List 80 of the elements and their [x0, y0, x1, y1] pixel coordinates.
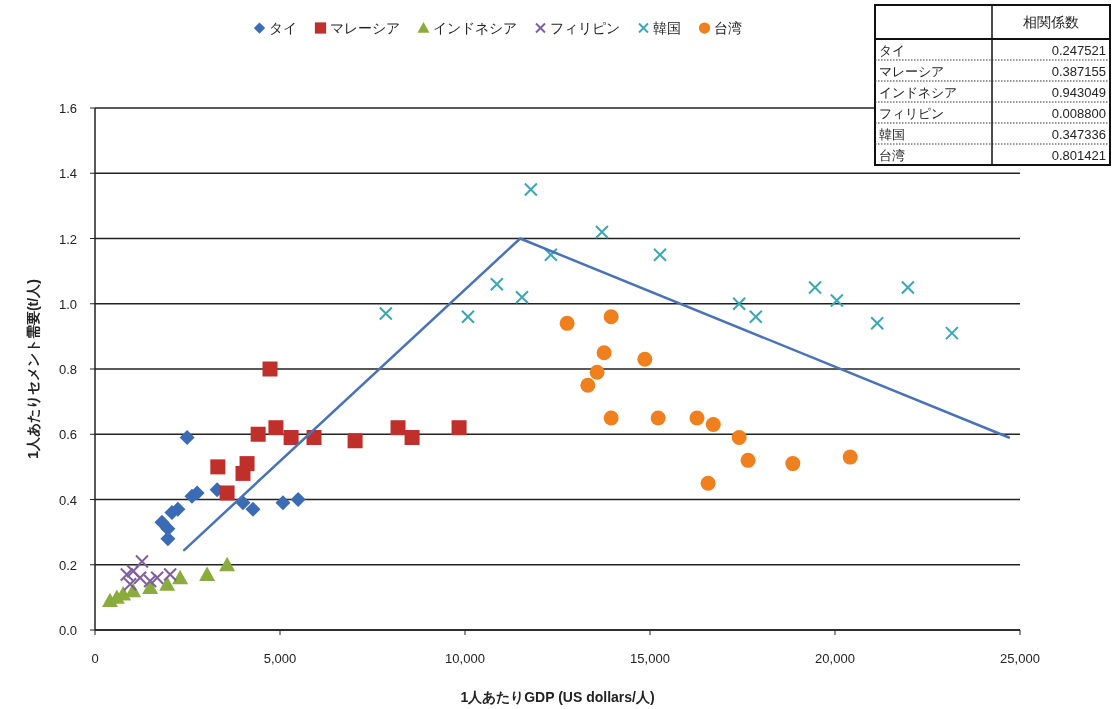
point [603, 410, 619, 426]
point [210, 459, 226, 475]
point [596, 345, 612, 361]
point [829, 293, 844, 308]
point [637, 351, 653, 367]
point [700, 475, 716, 491]
y-tick-label: 1.4 [58, 166, 77, 182]
point [748, 309, 763, 324]
point [275, 495, 291, 511]
y-tick-label: 1.6 [58, 101, 77, 116]
point [390, 420, 406, 436]
x-tick-label: 15,000 [630, 651, 670, 666]
point [290, 492, 306, 507]
point [159, 576, 176, 591]
table: 相関係数 タイ 0.247521 マレーシア 0.387155 インドネシア 0.943049 フィリピン 0.008800 韓国 0.347336 台湾 0.801421 [874, 4, 1111, 166]
point [160, 531, 176, 547]
legend-label: マレーシア [329, 20, 400, 36]
point [689, 410, 705, 426]
point [652, 247, 667, 262]
x-tick-label: 25,000 [1000, 651, 1040, 666]
point [347, 433, 363, 449]
point [589, 364, 605, 380]
point [900, 280, 915, 295]
x-tick-label: 20,000 [815, 651, 855, 666]
point [268, 420, 284, 436]
point [283, 430, 299, 446]
point [594, 224, 609, 239]
x-axis-title: 1人あたりGDP (US dollars/人) [460, 689, 655, 705]
point [262, 361, 278, 377]
y-tick-label: 0.2 [58, 557, 77, 573]
legend-label: フィリピン [549, 20, 620, 36]
point [944, 326, 959, 341]
point [219, 556, 236, 572]
x-tick-label: 10,000 [445, 651, 485, 666]
point [543, 247, 558, 262]
point [378, 306, 393, 321]
point [219, 485, 235, 501]
point [179, 430, 195, 446]
point [172, 569, 189, 585]
point [126, 564, 141, 579]
point [235, 465, 251, 481]
y-tick-label: 0.6 [58, 427, 77, 443]
annotation: 韓国 [879, 127, 905, 142]
point [514, 290, 529, 305]
point [250, 426, 266, 442]
point [245, 501, 261, 517]
point [785, 456, 801, 472]
y-axis-title: 1人あたりセメント需要(t/人) [25, 279, 41, 459]
legend-label: 韓国 [652, 20, 681, 36]
point [705, 416, 721, 432]
point [808, 280, 823, 295]
legend-label: インドネシア [432, 20, 517, 36]
annotation: フィリピン [879, 106, 944, 121]
point [123, 577, 138, 592]
y-tick-label: 0.8 [58, 362, 77, 377]
point [523, 182, 538, 197]
point [580, 377, 596, 393]
point [404, 430, 420, 446]
point [842, 449, 858, 465]
legend-label: タイ [268, 20, 297, 36]
point [134, 554, 149, 569]
y-tick-label: 1.0 [58, 296, 77, 312]
point [460, 309, 475, 324]
point [731, 430, 747, 446]
point [740, 452, 756, 468]
point [603, 309, 619, 325]
y-tick-label: 1.2 [58, 231, 77, 247]
annotation: 台湾 [879, 148, 905, 163]
point [451, 420, 467, 436]
y-tick-label: 0.0 [58, 623, 77, 638]
legend-label: 台湾 [713, 20, 742, 36]
point [732, 296, 747, 311]
x-tick-label: 0 [91, 651, 99, 666]
point [870, 316, 885, 331]
point [489, 277, 504, 292]
point [199, 566, 216, 581]
point [650, 410, 666, 426]
x-tick-label: 5,000 [263, 651, 297, 666]
y-tick-label: 0.4 [58, 492, 77, 508]
point [559, 315, 575, 331]
